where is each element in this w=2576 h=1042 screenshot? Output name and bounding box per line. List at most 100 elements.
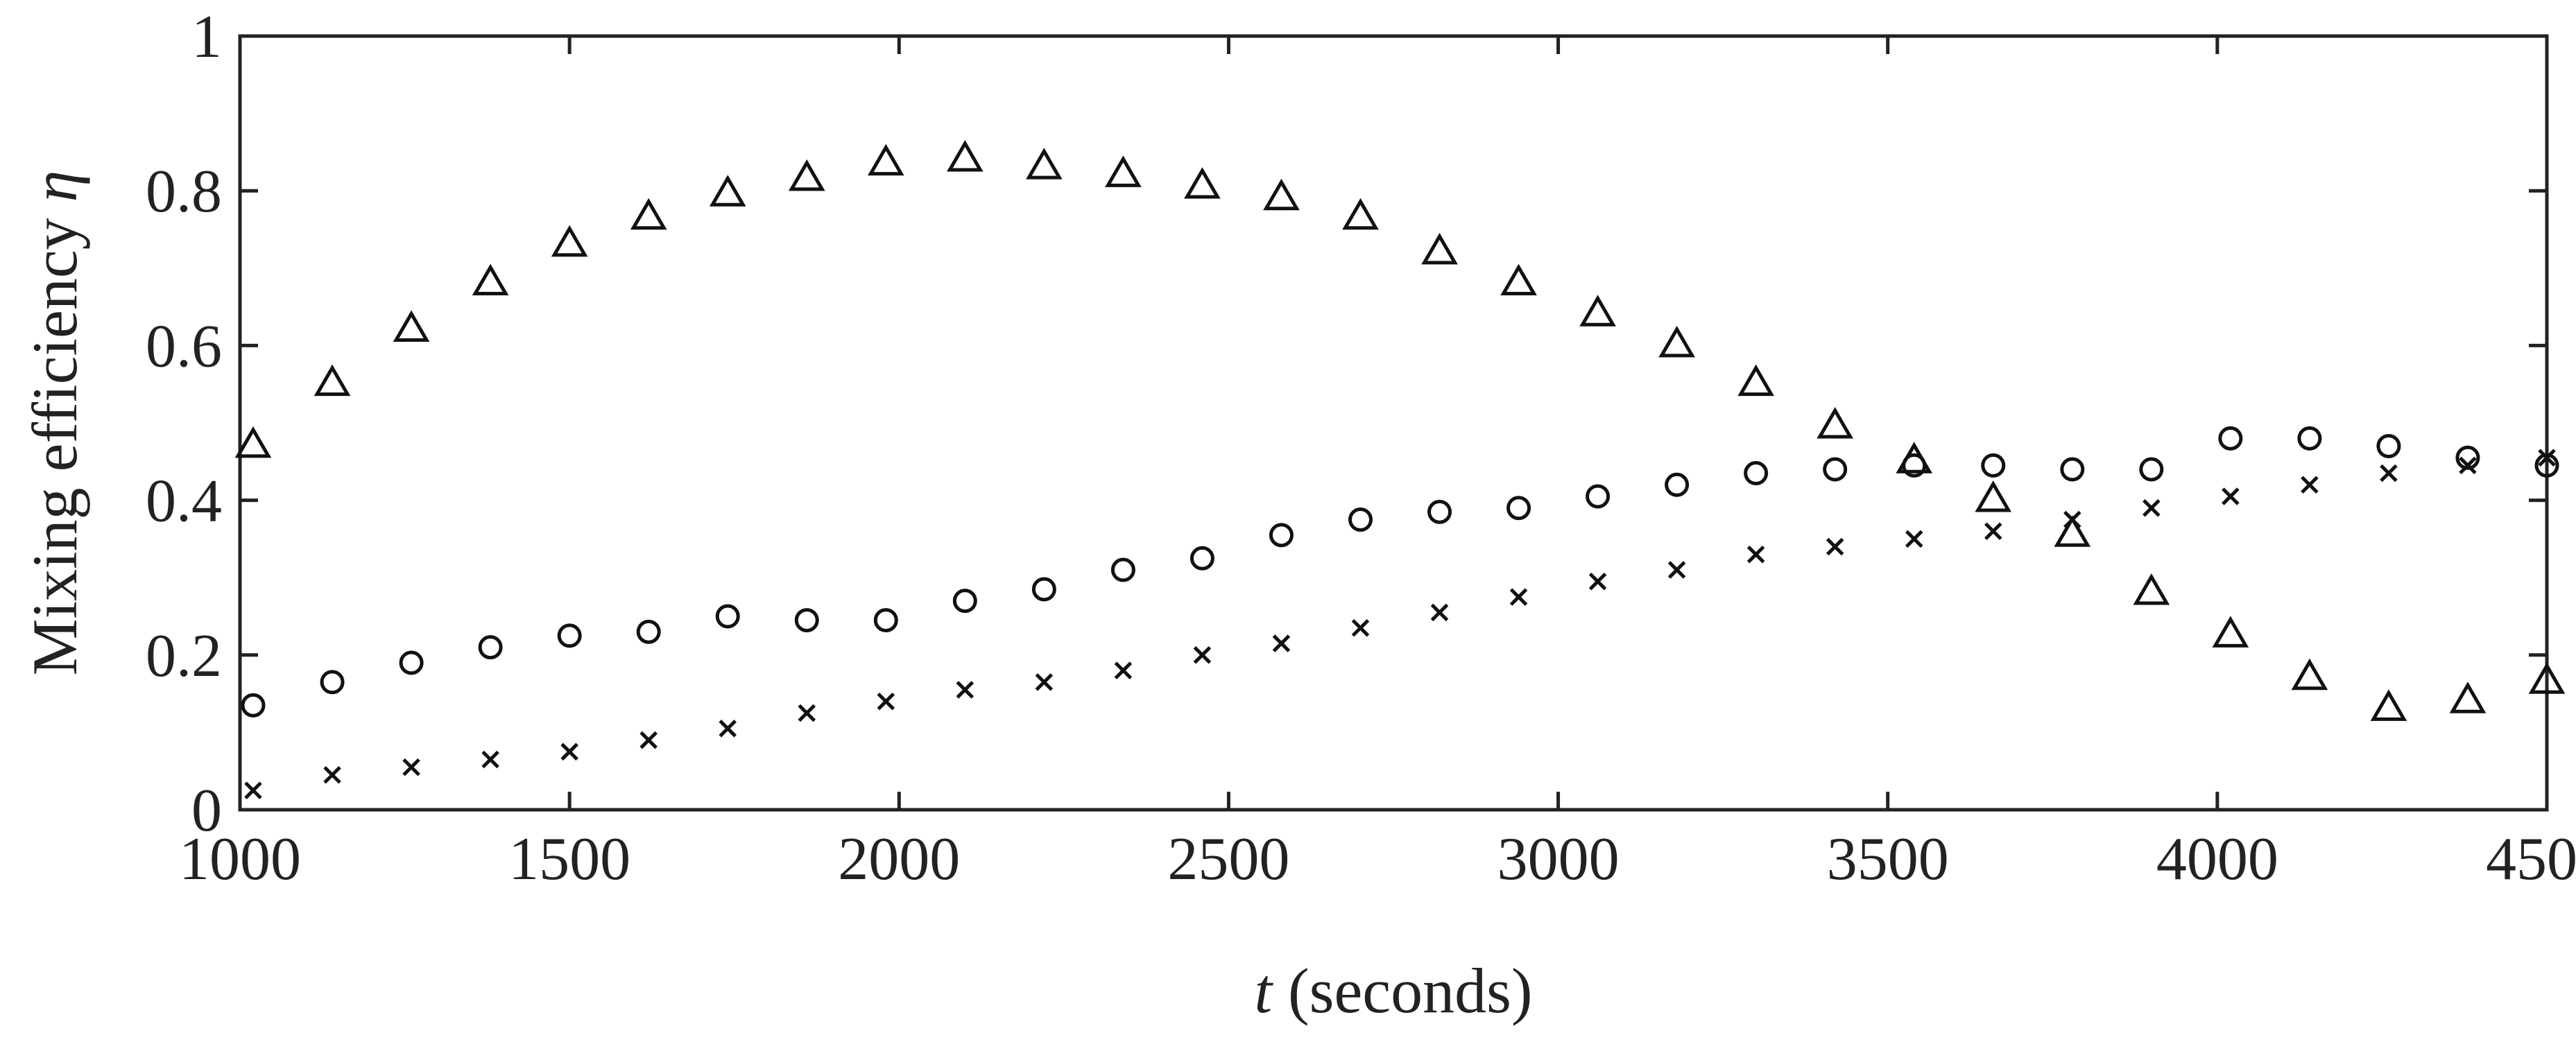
triangle-marker xyxy=(1817,407,1854,439)
cross-marker xyxy=(1272,634,1291,652)
circle-marker xyxy=(1902,453,1927,478)
circle-marker xyxy=(1586,484,1611,509)
triangle-marker xyxy=(2291,658,2328,691)
circle-marker xyxy=(241,693,266,718)
cross-marker xyxy=(1430,603,1449,622)
x-tick-label: 3000 xyxy=(1497,826,1620,893)
triangle-marker xyxy=(1579,295,1616,327)
x-tick-label: 1500 xyxy=(508,826,630,893)
triangle-marker xyxy=(551,225,588,257)
circle-marker xyxy=(1190,546,1214,571)
cross-marker xyxy=(2538,449,2556,467)
cross-marker xyxy=(1746,545,1765,564)
cross-marker xyxy=(798,704,816,722)
circle-marker xyxy=(794,608,819,633)
cross-marker xyxy=(1667,561,1686,579)
triangle-marker xyxy=(2212,616,2249,648)
cross-marker xyxy=(481,750,499,769)
triangle-marker xyxy=(1658,325,1695,358)
y-tick-label: 0 xyxy=(191,777,222,844)
cross-marker xyxy=(956,681,974,699)
triangle-marker xyxy=(1500,263,1537,296)
circle-marker xyxy=(1823,457,1848,482)
cross-marker xyxy=(1826,537,1844,556)
cross-marker xyxy=(2222,487,2240,505)
triangle-marker xyxy=(1263,178,1300,211)
circle-marker xyxy=(2139,457,2164,482)
circle-marker xyxy=(1269,523,1294,548)
y-axis-variable: η xyxy=(19,171,90,202)
x-tick-label: 3500 xyxy=(1827,826,1949,893)
triangle-marker xyxy=(393,310,430,342)
cross-marker xyxy=(560,743,578,761)
triangle-marker xyxy=(1026,148,1063,180)
triangle-marker xyxy=(1184,167,1221,199)
cross-marker xyxy=(1905,530,1923,548)
circle-marker xyxy=(2376,433,2401,458)
cross-marker xyxy=(244,781,262,799)
cross-marker xyxy=(2063,510,2081,529)
circle-marker xyxy=(1981,453,2006,478)
triangle-marker xyxy=(867,144,904,176)
cross-marker xyxy=(2380,464,2398,483)
cross-marker xyxy=(2301,476,2319,494)
cross-marker xyxy=(1588,573,1607,591)
circle-marker xyxy=(557,623,582,648)
circle-marker xyxy=(1506,496,1531,521)
circle-marker xyxy=(1665,472,1690,497)
circle-marker xyxy=(399,650,424,675)
triangle-marker xyxy=(1105,155,1142,187)
cross-marker xyxy=(323,766,341,784)
circle-marker xyxy=(1348,507,1373,532)
y-axis-ticks: 0 0.2 0.4 0.6 0.8 1 xyxy=(146,3,2547,844)
y-tick-label: 0.2 xyxy=(146,623,222,690)
x-tick-label: 4000 xyxy=(2156,826,2278,893)
cross-marker xyxy=(1193,646,1212,664)
y-tick-label: 0.4 xyxy=(146,468,222,535)
circle-marker xyxy=(1427,499,1452,524)
cross-marker xyxy=(2143,498,2161,517)
cross-marker xyxy=(1509,588,1528,606)
y-axis-label: Mixing efficiency η xyxy=(19,171,90,676)
triangle-marker xyxy=(2449,681,2487,713)
circle-marker xyxy=(1110,557,1135,582)
circle-marker xyxy=(2297,426,2322,451)
triangle-marker xyxy=(2133,573,2170,605)
circle-marker xyxy=(715,604,740,629)
x-tick-label: 1000 xyxy=(179,826,301,893)
triangle-marker xyxy=(946,140,984,172)
triangle-marker xyxy=(1737,364,1774,397)
cross-marker xyxy=(402,758,420,776)
triangle-marker xyxy=(234,426,272,458)
data-markers xyxy=(234,140,2566,799)
circle-marker xyxy=(2218,426,2243,451)
triangle-marker xyxy=(788,159,825,191)
triangle-marker xyxy=(1975,480,2012,512)
cross-marker xyxy=(877,692,895,711)
circle-marker xyxy=(873,608,898,633)
cross-marker xyxy=(1114,661,1133,679)
cross-marker xyxy=(1351,618,1370,637)
triangle-marker xyxy=(709,175,746,207)
y-tick-label: 1 xyxy=(191,3,222,71)
x-axis-unit: (seconds) xyxy=(1272,955,1533,1026)
triangle-marker xyxy=(2528,662,2566,694)
triangle-marker xyxy=(630,198,667,230)
triangle-marker xyxy=(2054,515,2091,547)
x-axis-label: t (seconds) xyxy=(1254,955,1532,1026)
circle-marker xyxy=(2060,457,2085,482)
cross-marker xyxy=(1035,673,1054,691)
circle-marker xyxy=(320,670,345,695)
triangle-marker xyxy=(2370,689,2407,721)
circle-marker xyxy=(1031,577,1056,602)
cross-marker xyxy=(2459,456,2477,475)
y-tick-label: 0.6 xyxy=(146,313,222,380)
circle-marker xyxy=(2534,453,2559,478)
cross-marker xyxy=(719,720,737,738)
triangle-marker xyxy=(1421,232,1458,265)
plot-frame xyxy=(238,34,2549,812)
circle-marker xyxy=(2455,445,2480,470)
